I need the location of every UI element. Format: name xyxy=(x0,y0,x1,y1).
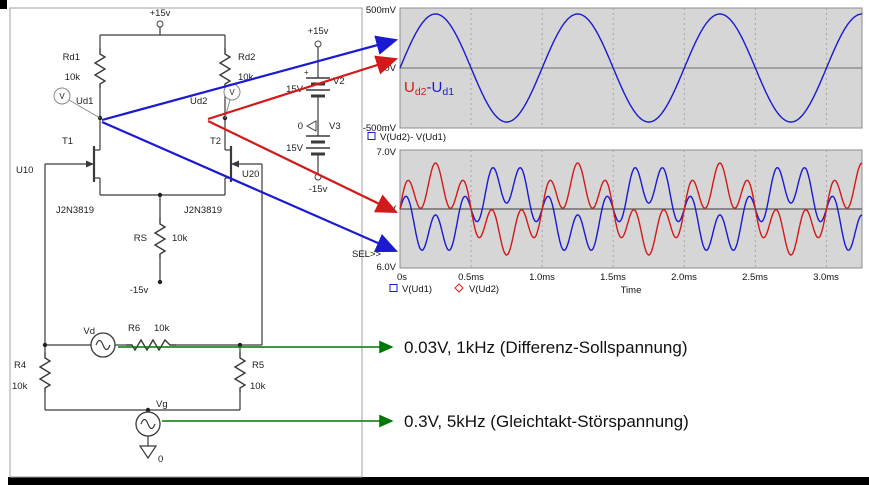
bottom-plot-traces xyxy=(399,162,863,256)
x-axis-title: Time xyxy=(621,285,642,296)
trace-vud1 xyxy=(399,166,863,252)
label-r6: R6 xyxy=(128,323,140,334)
battery-v3 xyxy=(306,135,330,156)
x-tick-2ms: 2.0ms xyxy=(671,272,697,283)
top-plot-traces xyxy=(399,13,862,123)
top-left-black-mark xyxy=(0,0,7,9)
label-v2: V2 xyxy=(333,76,345,87)
label-rs-value: 10k xyxy=(172,233,188,244)
label-v3-value: 15V xyxy=(286,143,304,154)
label-r4: R4 xyxy=(14,360,26,371)
bottom-black-bar xyxy=(8,477,869,485)
ground-symbol xyxy=(138,445,158,460)
arrow-ud2-to-top-plot xyxy=(207,55,399,121)
bottom-ytick-6p5v: 6.5V xyxy=(376,204,396,215)
top-ytick-500mv: 500mV xyxy=(366,5,397,16)
label-rd1-value: 10k xyxy=(65,72,81,83)
source-vg xyxy=(135,411,161,437)
label-rs: RS xyxy=(134,233,147,244)
label-vplus-top: +15v xyxy=(150,8,171,19)
label-supplycol-bottom: -15v xyxy=(309,184,328,195)
bottom-legend-ud2: V(Ud2) xyxy=(469,284,499,295)
bottom-ytick-6v: 6.0V xyxy=(376,262,396,273)
x-tick-1p5ms: 1.5ms xyxy=(600,272,626,283)
label-supplycol-top: +15v xyxy=(308,26,329,37)
annotation-differential-source: 0.03V, 1kHz (Differenz-Sollspannung) xyxy=(404,338,688,357)
annotation-common-mode-source: 0.3V, 5kHz (Gleichtakt-Störspannung) xyxy=(404,412,689,431)
top-ytick-neg500mv: -500mV xyxy=(363,123,397,134)
trace-vud2 xyxy=(399,162,863,256)
top-legend-label: V(Ud2)- V(Ud1) xyxy=(380,132,446,143)
sel-indicator: SEL>> xyxy=(352,249,382,260)
diff-voltage-label: Ud2-Ud1 xyxy=(404,79,454,98)
label-t1: T1 xyxy=(62,136,73,147)
label-rd2-value: 10k xyxy=(238,72,254,83)
label-v2-plus: + xyxy=(304,68,309,77)
probe-v-glyph: V xyxy=(229,88,235,97)
bottom-legend-marker-ud2-icon xyxy=(454,283,464,293)
x-tick-0s: 0s xyxy=(397,272,407,283)
label-rd2: Rd2 xyxy=(238,52,255,63)
label-u10: U10 xyxy=(16,165,33,176)
label-r6-value: 10k xyxy=(154,323,170,334)
signal-arrows xyxy=(101,35,399,428)
label-vminus-rs: -15v xyxy=(130,285,149,296)
top-legend-marker-icon xyxy=(367,132,376,140)
label-u20: U20 xyxy=(242,169,259,180)
label-jfet2-type: J2N3819 xyxy=(184,205,222,216)
label-r5: R5 xyxy=(252,360,264,371)
bottom-legend-marker-ud1-icon xyxy=(389,284,398,292)
top-ytick-0v: 0V xyxy=(384,63,396,74)
label-vg: Vg xyxy=(156,399,168,410)
arrow-ud2-to-bottom-plot xyxy=(207,120,398,213)
label-ud2: Ud2 xyxy=(190,96,207,107)
junction-dots xyxy=(42,115,243,413)
label-r5-value: 10k xyxy=(250,381,266,392)
zero-reference-marker xyxy=(305,120,317,132)
label-t2: T2 xyxy=(210,136,221,147)
voltage-probe-ud1: V xyxy=(53,87,101,119)
label-v3: V3 xyxy=(329,121,341,132)
label-v2-value: 15V xyxy=(286,84,304,95)
trace-vud2vud1 xyxy=(399,13,862,123)
probe-v-glyph: V xyxy=(59,92,65,101)
label-vd: Vd xyxy=(83,326,95,337)
label-ground-zero: 0 xyxy=(158,454,163,465)
label-zero-ref: 0 xyxy=(298,121,303,132)
battery-v2 xyxy=(306,77,330,98)
source-vd xyxy=(90,332,116,358)
jfet-t2 xyxy=(229,146,239,182)
bottom-ytick-7v: 7.0V xyxy=(376,147,396,158)
label-r4-value: 10k xyxy=(12,381,28,392)
x-tick-3ms: 3.0ms xyxy=(813,272,839,283)
schematic-frame xyxy=(9,7,363,478)
label-jfet1-type: J2N3819 xyxy=(56,205,94,216)
arrow-ud1-to-top-plot xyxy=(101,35,399,122)
bottom-legend-ud1: V(Ud1) xyxy=(402,284,432,295)
label-rd1: Rd1 xyxy=(63,52,80,63)
label-ud1: Ud1 xyxy=(76,96,93,107)
jfet-t1 xyxy=(86,146,96,182)
x-tick-0p5ms: 0.5ms xyxy=(458,272,484,283)
x-tick-2p5ms: 2.5ms xyxy=(742,272,768,283)
x-tick-1ms: 1.0ms xyxy=(529,272,555,283)
arrow-ud1-to-bottom-plot xyxy=(101,120,399,253)
